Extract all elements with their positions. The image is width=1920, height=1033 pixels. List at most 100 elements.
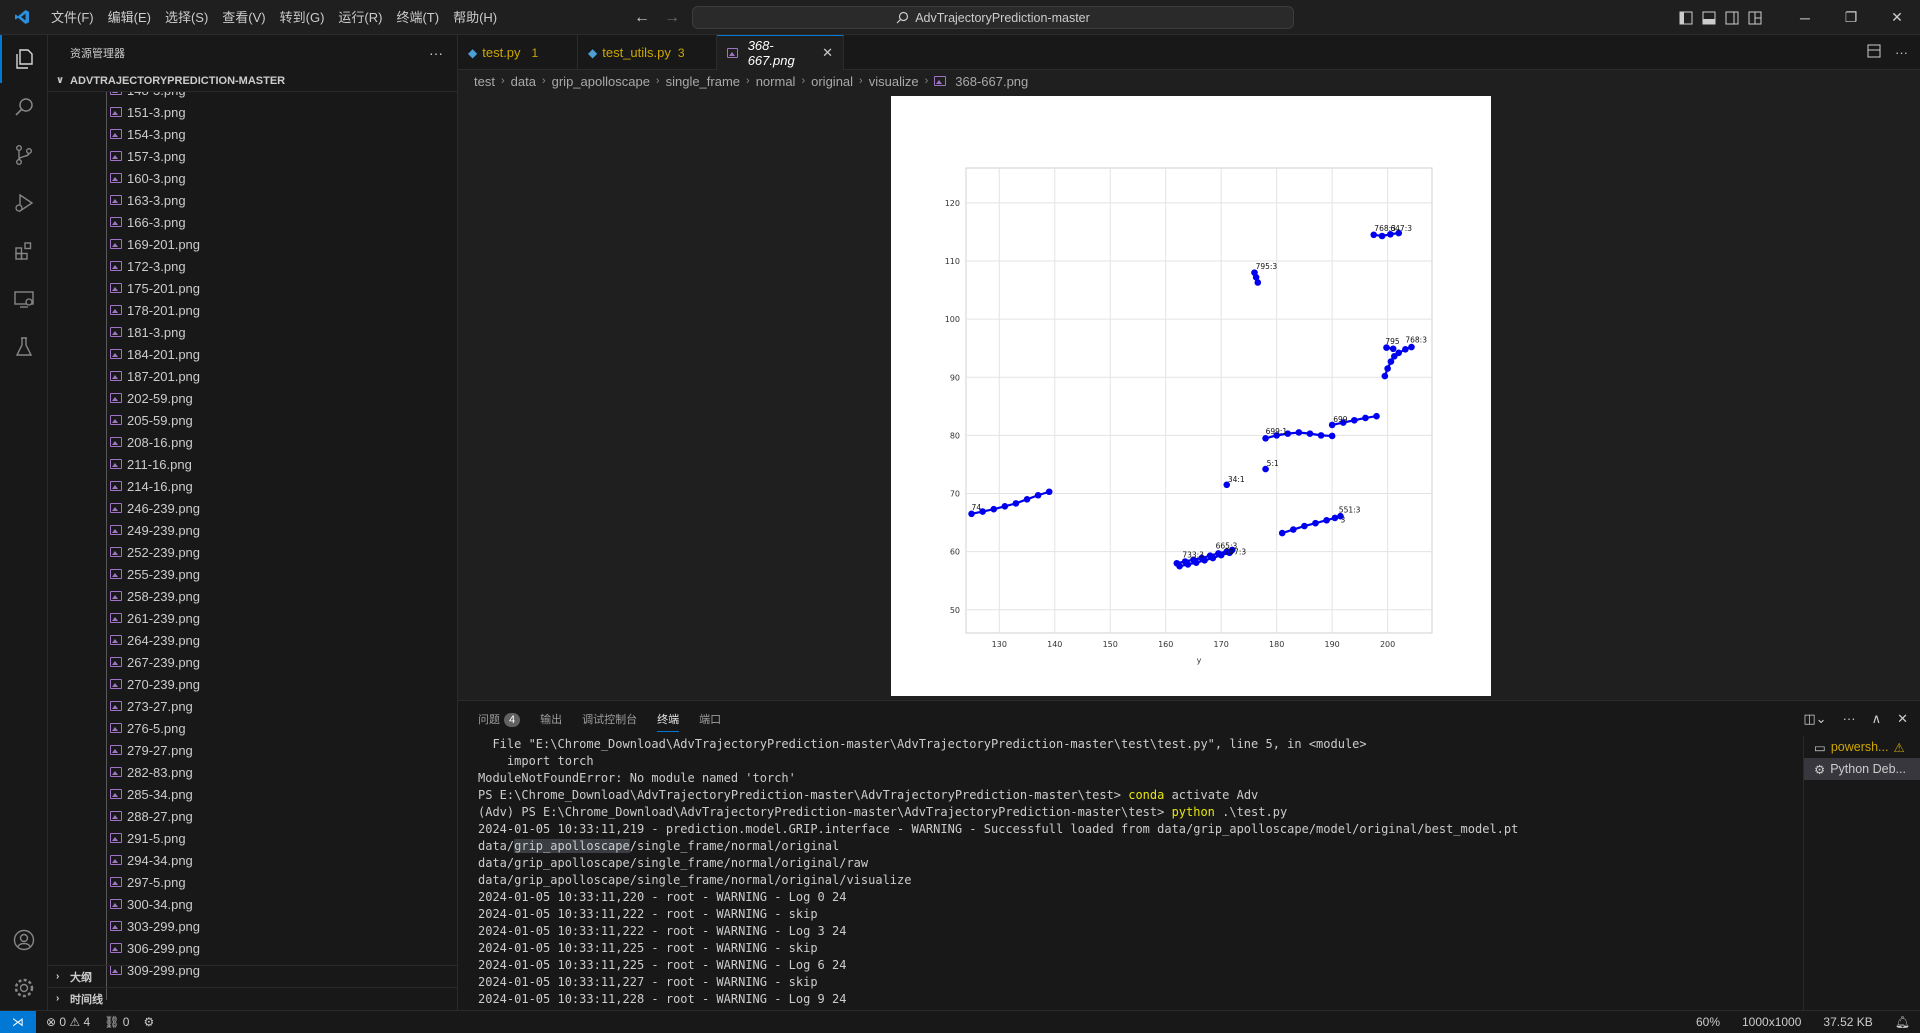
file-item[interactable]: 285-34.png — [48, 783, 457, 805]
file-item[interactable]: 291-5.png — [48, 827, 457, 849]
debug-launch-icon[interactable]: ⚙ — [143, 1014, 155, 1029]
file-item[interactable]: 249-239.png — [48, 519, 457, 541]
remote-indicator-icon[interactable]: ⋊ — [0, 1010, 36, 1033]
file-item[interactable]: 214-16.png — [48, 475, 457, 497]
close-tab-icon[interactable]: ✕ — [822, 45, 833, 60]
file-item[interactable]: 202-59.png — [48, 387, 457, 409]
breadcrumb-item[interactable]: visualize — [868, 73, 919, 89]
workspace-root-folder[interactable]: ∨ ADVTRAJECTORYPREDICTION-MASTER — [48, 70, 457, 92]
split-editor-icon[interactable] — [1867, 44, 1881, 61]
minimize-button[interactable]: ─ — [1800, 9, 1810, 26]
breadcrumb-item[interactable]: grip_apolloscape — [551, 73, 650, 89]
explorer-icon[interactable] — [0, 35, 48, 83]
toggle-panel-icon[interactable] — [1697, 0, 1720, 35]
close-window-button[interactable]: ✕ — [1891, 9, 1903, 25]
file-item[interactable]: 258-239.png — [48, 585, 457, 607]
terminal-item-powershell[interactable]: ▭ powersh... ⚠ — [1804, 736, 1920, 758]
source-control-icon[interactable] — [0, 131, 48, 179]
file-item[interactable]: 273-27.png — [48, 695, 457, 717]
file-item[interactable]: 252-239.png — [48, 541, 457, 563]
file-item[interactable]: 264-239.png — [48, 629, 457, 651]
account-icon[interactable] — [0, 916, 48, 964]
remote-explorer-icon[interactable] — [0, 275, 48, 323]
more-actions-icon[interactable]: ··· — [1842, 711, 1856, 726]
menu-item[interactable]: 终端(T) — [396, 9, 440, 25]
file-item[interactable]: 184-201.png — [48, 343, 457, 365]
file-item[interactable]: 297-5.png — [48, 871, 457, 893]
run-debug-icon[interactable] — [0, 179, 48, 227]
more-actions-icon[interactable]: ··· — [1895, 45, 1908, 60]
breadcrumb-item[interactable]: test — [474, 73, 495, 89]
file-item[interactable]: 151-3.png — [48, 101, 457, 123]
file-item[interactable]: 163-3.png — [48, 189, 457, 211]
maximize-panel-icon[interactable]: ∧ — [1871, 710, 1882, 726]
menu-item[interactable]: 转到(G) — [279, 9, 325, 25]
file-item[interactable]: 175-201.png — [48, 277, 457, 299]
file-item[interactable]: 187-201.png — [48, 365, 457, 387]
file-item[interactable]: 157-3.png — [48, 145, 457, 167]
new-terminal-dropdown-icon[interactable]: ◫⌄ — [1803, 710, 1827, 726]
tab-problems[interactable]: 问题 4 — [478, 711, 521, 727]
customize-layout-icon[interactable] — [1743, 0, 1766, 35]
outline-section[interactable]: › 大纲 — [48, 965, 457, 987]
menu-item[interactable]: 编辑(E) — [107, 9, 151, 25]
file-item[interactable]: 282-83.png — [48, 761, 457, 783]
file-item[interactable]: 255-239.png — [48, 563, 457, 585]
file-item[interactable]: 181-3.png — [48, 321, 457, 343]
menu-item[interactable]: 帮助(H) — [453, 9, 498, 25]
file-item[interactable]: 154-3.png — [48, 123, 457, 145]
file-item[interactable]: 300-34.png — [48, 893, 457, 915]
file-item[interactable]: 288-27.png — [48, 805, 457, 827]
file-item[interactable]: 160-3.png — [48, 167, 457, 189]
breadcrumb-item[interactable]: data — [510, 73, 536, 89]
terminal-item-python-debug[interactable]: ⚙ Python Deb... — [1804, 758, 1920, 780]
breadcrumb-item[interactable]: single_frame — [665, 73, 741, 89]
tab-test-utils-py[interactable]: ◆ test_utils.py 3 — [578, 35, 717, 70]
file-item[interactable]: 261-239.png — [48, 607, 457, 629]
menu-item[interactable]: 运行(R) — [338, 9, 383, 25]
tab-terminal[interactable]: 终端 — [657, 706, 680, 732]
tab-test-py[interactable]: ◆ test.py 1 — [458, 35, 578, 70]
file-item[interactable]: 169-201.png — [48, 233, 457, 255]
file-item[interactable]: 178-201.png — [48, 299, 457, 321]
problems-status[interactable]: ⊗ 0 ⚠ 4 — [46, 1014, 91, 1029]
file-item[interactable]: 294-34.png — [48, 849, 457, 871]
file-item[interactable]: 306-299.png — [48, 937, 457, 959]
menu-item[interactable]: 选择(S) — [164, 9, 209, 25]
restore-button[interactable]: ❐ — [1844, 9, 1858, 25]
toggle-sidebar-icon[interactable] — [1674, 0, 1697, 35]
forward-arrow-icon[interactable]: → — [664, 8, 680, 26]
back-arrow-icon[interactable]: ← — [634, 8, 650, 26]
file-item[interactable]: 279-27.png — [48, 739, 457, 761]
notifications-bell-icon[interactable]: 🔔︎ — [1894, 1015, 1910, 1029]
close-panel-icon[interactable]: ✕ — [1897, 710, 1908, 726]
tab-debug-console[interactable]: 调试控制台 — [582, 713, 638, 726]
ports-status[interactable]: ⛓ 0 — [104, 1014, 130, 1029]
tab-ports[interactable]: 端口 — [699, 713, 722, 726]
tab-368-667-png[interactable]: 368-667.png ✕ — [717, 35, 844, 70]
file-item[interactable]: 166-3.png — [48, 211, 457, 233]
breadcrumb-item[interactable]: normal — [755, 73, 796, 89]
extensions-icon[interactable] — [0, 227, 48, 275]
terminal-output[interactable]: File "E:\Chrome_Download\AdvTrajectoryPr… — [478, 736, 1858, 1011]
command-center-search[interactable]: AdvTrajectoryPrediction-master — [692, 6, 1294, 29]
breadcrumb-item[interactable]: 368-667.png — [955, 73, 1029, 89]
menu-item[interactable]: 查看(V) — [222, 9, 266, 25]
file-item[interactable]: 267-239.png — [48, 651, 457, 673]
testing-flask-icon[interactable] — [0, 323, 48, 371]
menu-item[interactable]: 文件(F) — [51, 9, 94, 25]
more-actions-icon[interactable]: ··· — [429, 44, 443, 61]
breadcrumb-item[interactable]: original — [811, 73, 854, 89]
file-item[interactable]: 270-239.png — [48, 673, 457, 695]
manage-gear-icon[interactable] — [0, 964, 48, 1012]
file-item[interactable]: 208-16.png — [48, 431, 457, 453]
file-item[interactable]: 148-3.png — [48, 92, 457, 101]
file-item[interactable]: 205-59.png — [48, 409, 457, 431]
file-item[interactable]: 246-239.png — [48, 497, 457, 519]
file-item[interactable]: 172-3.png — [48, 255, 457, 277]
file-item[interactable]: 303-299.png — [48, 915, 457, 937]
zoom-level[interactable]: 60% — [1695, 1015, 1720, 1029]
file-item[interactable]: 276-5.png — [48, 717, 457, 739]
tab-output[interactable]: 输出 — [540, 713, 563, 726]
search-icon[interactable] — [0, 83, 48, 131]
